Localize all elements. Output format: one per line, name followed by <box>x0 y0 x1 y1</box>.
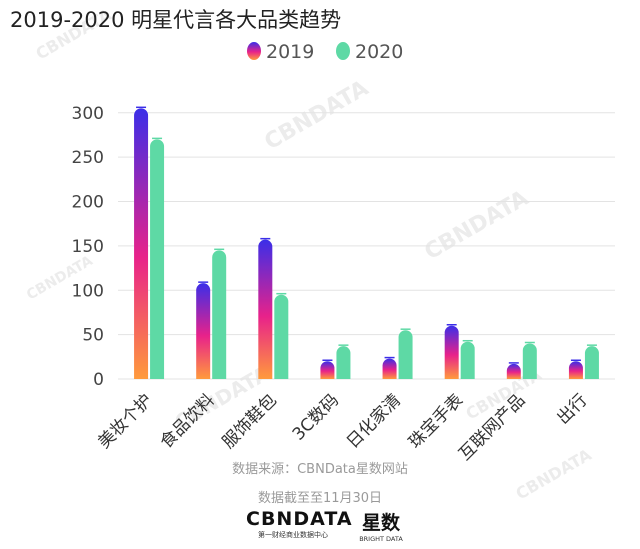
bar-2019-2 <box>258 239 273 379</box>
y-axis: 0 50 100 150 200 250 300 <box>72 104 104 390</box>
bar-2019-1 <box>196 283 211 379</box>
grid-layer <box>118 112 615 380</box>
y-tick-label: 200 <box>72 193 104 213</box>
legend-label-2019: 2019 <box>266 41 314 63</box>
bar-2020-2 <box>274 294 289 379</box>
xingshu-logo-text: 星数 <box>361 512 400 534</box>
y-tick-label: 50 <box>82 326 104 346</box>
legend: 2019 2020 <box>247 41 403 63</box>
y-tick-label: 100 <box>72 281 104 301</box>
bar-2019-0 <box>134 108 149 380</box>
bar-2020-3 <box>336 346 351 379</box>
cbndata-logo: CBNDATA 第一财经商业数据中心 <box>246 508 353 540</box>
x-tick-label: 出行 <box>553 390 591 428</box>
bar-2019-7 <box>568 361 583 379</box>
bar-2020-4 <box>398 330 413 379</box>
cbndata-logo-text: CBNDATA <box>246 508 353 530</box>
y-tick-label: 150 <box>72 237 104 257</box>
x-tick-label: 美妆个护 <box>94 390 156 452</box>
legend-marker-2019 <box>247 42 261 60</box>
bars-layer <box>134 106 599 380</box>
bar-2020-1 <box>212 250 227 379</box>
xingshu-logo: 星数 BRIGHT DATA <box>354 508 408 543</box>
x-tick-label: 3C数码 <box>289 390 343 444</box>
bar-2019-4 <box>382 358 397 379</box>
xingshu-logo-subtitle: BRIGHT DATA <box>359 535 403 543</box>
y-tick-label: 300 <box>72 104 104 124</box>
x-tick-label: 珠宝手表 <box>405 390 467 452</box>
bar-2019-3 <box>320 361 335 379</box>
legend-label-2020: 2020 <box>355 41 403 63</box>
watermark-text: CBNDATA <box>421 186 533 265</box>
x-tick-label: 日化家清 <box>343 390 405 452</box>
cutoff-note: 数据截至至11月30日 <box>257 491 383 506</box>
bar-2019-5 <box>444 325 459 379</box>
bar-2020-5 <box>460 341 475 379</box>
bar-2020-6 <box>522 343 537 379</box>
y-tick-label: 0 <box>93 370 104 390</box>
source-note: 数据来源：CBNData星数网站 <box>232 462 408 477</box>
bar-2020-7 <box>584 346 599 379</box>
cbndata-logo-subtitle: 第一财经商业数据中心 <box>258 531 328 539</box>
y-tick-label: 250 <box>72 148 104 168</box>
bar-2019-6 <box>506 363 521 379</box>
bar-2020-0 <box>150 139 165 379</box>
x-tick-label: 食品饮料 <box>156 390 218 452</box>
watermark-text: CBNDATA <box>261 76 373 155</box>
chart-title: 2019-2020 明星代言各大品类趋势 <box>10 8 342 32</box>
legend-marker-2020 <box>336 42 350 60</box>
